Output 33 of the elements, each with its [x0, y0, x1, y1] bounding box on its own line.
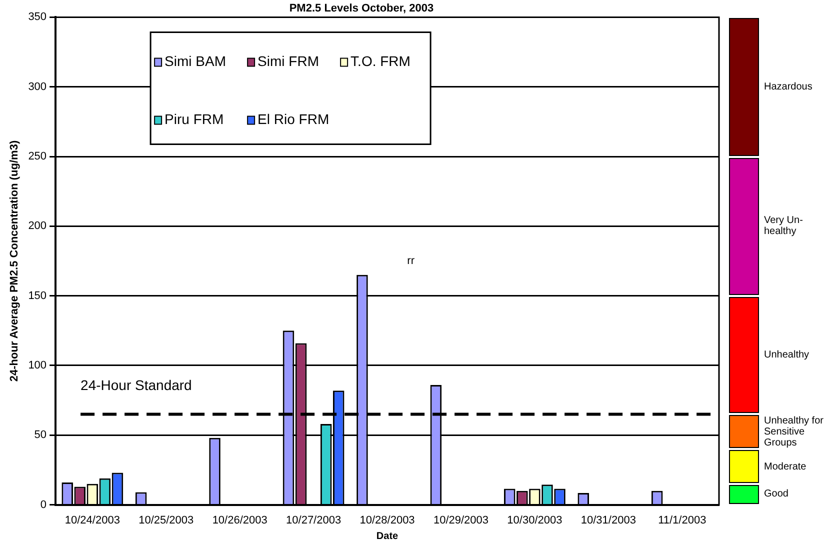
legend-label: Piru FRM [164, 111, 224, 128]
x-tick-label: 11/1/2003 [658, 514, 706, 526]
x-tick-label: 10/29/2003 [433, 514, 489, 526]
ref-line-label: 24-Hour Standard [80, 377, 192, 394]
text: Very Un-healthy [764, 215, 804, 238]
y-tick-label: 350 [28, 11, 47, 24]
x-axis-title: Date [376, 530, 399, 542]
legend-label: T.O. FRM [350, 53, 410, 70]
y-axis-title: 24-hour Average PM2.5 Concentration (ug/m3) [8, 140, 21, 382]
annotation: rr [407, 255, 415, 268]
y-tick-label: 100 [28, 360, 47, 372]
legend-label: Simi BAM [164, 53, 226, 70]
x-tick-label: 10/30/2003 [507, 514, 562, 526]
y-tick-label: 250 [28, 150, 47, 163]
x-tick-label: 10/25/2003 [138, 514, 194, 526]
y-tick-label: 50 [34, 429, 47, 442]
text: Unhealthy [764, 349, 810, 360]
x-tick-label: 10/26/2003 [212, 514, 268, 526]
y-tick-label: 150 [28, 290, 47, 302]
x-tick-label: 10/27/2003 [286, 514, 342, 526]
x-tick-label: 10/28/2003 [360, 514, 415, 526]
y-tick-label: 200 [28, 220, 47, 232]
y-tick-label: 0 [40, 498, 47, 511]
text: Good [764, 488, 790, 500]
text: Moderate [764, 461, 808, 472]
legend-label: Simi FRM [258, 53, 319, 70]
text: Unhealthy for Sensitive Groups [764, 415, 824, 448]
legend-label: El Rio FRM [258, 111, 330, 128]
x-tick-label: 10/24/2003 [64, 514, 120, 526]
y-tick-label: 300 [28, 80, 47, 93]
text: Hazardous [764, 81, 814, 92]
x-tick-label: 10/31/2003 [580, 514, 636, 526]
chart-title: PM2.5 Levels October, 2003 [289, 2, 434, 15]
